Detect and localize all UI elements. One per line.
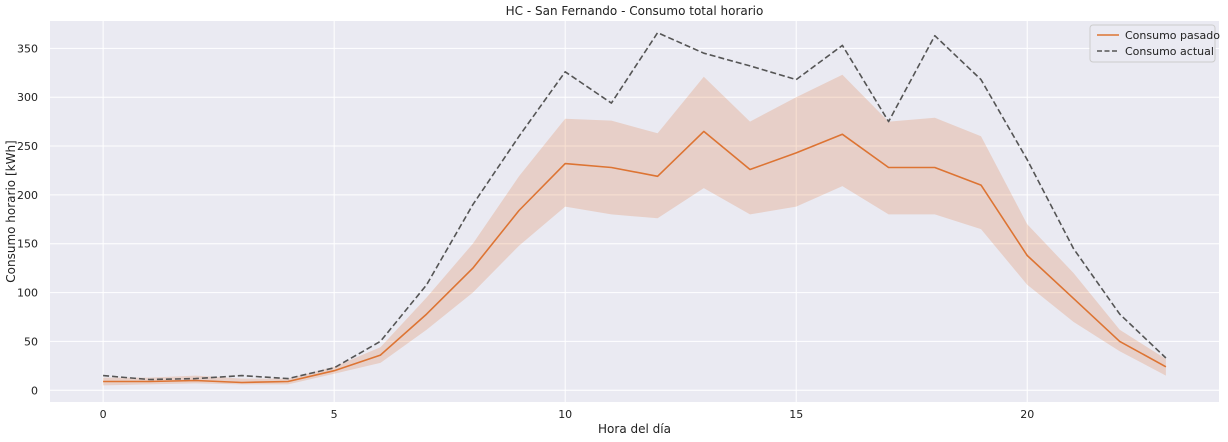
y-tick-label: 350 xyxy=(17,42,38,55)
plot-background xyxy=(50,21,1219,402)
y-tick-label: 100 xyxy=(17,287,38,300)
legend-label-consumo-pasado: Consumo pasado xyxy=(1125,29,1220,42)
series-lines xyxy=(103,31,1167,384)
x-tick-label: 15 xyxy=(789,408,803,421)
x-tick-label: 20 xyxy=(1020,408,1034,421)
legend-box xyxy=(1089,24,1216,63)
y-tick-label: 300 xyxy=(17,91,38,104)
legend-label-consumo-actual: Consumo actual xyxy=(1125,45,1214,58)
y-tick-label: 200 xyxy=(17,189,38,202)
y-tick-label: 0 xyxy=(31,384,38,397)
consumo-pasado-line xyxy=(103,130,1167,384)
y-tick-label: 50 xyxy=(24,335,38,348)
chart-title: HC - San Fernando - Consumo total horari… xyxy=(506,4,764,18)
x-tick-label: 0 xyxy=(100,408,107,421)
x-axis-label: Hora del día xyxy=(598,422,671,436)
x-tick-label: 10 xyxy=(558,408,572,421)
consumo-actual-line xyxy=(103,31,1167,381)
gridlines xyxy=(50,21,1219,402)
y-axis-label: Consumo horario [kWh] xyxy=(4,140,18,282)
y-tick-label: 150 xyxy=(17,238,38,251)
confidence-band xyxy=(103,74,1166,386)
legend: Consumo pasado Consumo actual xyxy=(1089,24,1220,63)
x-tick-label: 5 xyxy=(331,408,338,421)
consumo-pasado-band xyxy=(103,74,1166,386)
y-tick-label: 250 xyxy=(17,140,38,153)
